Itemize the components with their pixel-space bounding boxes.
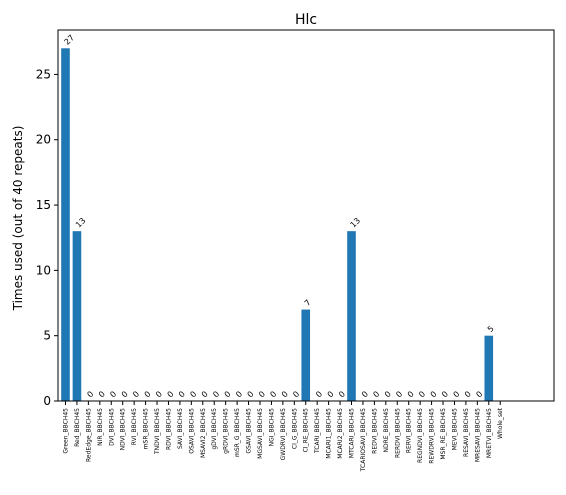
plot-frame [57, 29, 555, 402]
data-label: 27 [63, 33, 77, 47]
data-label: 0 [154, 389, 164, 399]
data-label: 0 [188, 389, 198, 399]
x-tick-label: mSR_BBCH45 [143, 408, 150, 449]
x-tick-label: RERVI_BBCH45 [406, 408, 413, 453]
data-label: 5 [486, 324, 496, 334]
data-label: 0 [211, 389, 221, 399]
y-tick-label: 10 [36, 263, 51, 277]
data-label: 0 [452, 389, 462, 399]
x-tick-label: Green_BBCH45 [63, 408, 70, 454]
x-tick-label: Whole_set [497, 407, 504, 439]
bar [484, 335, 494, 401]
x-tick-label: NGI_BBCH45 [268, 408, 275, 447]
x-tick-label: REGNDVI_BBCH45 [417, 408, 424, 463]
x-tick-label: GWDRVI_BBCH45 [280, 408, 287, 461]
x-tick-label: NDVI_BBCH45 [120, 408, 127, 451]
bar [347, 231, 356, 401]
data-label: 0 [246, 389, 256, 399]
x-tick-label: REWDRVI_BBCH45 [429, 408, 436, 464]
x-tick-label: RDVI_BBCH45 [165, 408, 172, 450]
data-label: 0 [97, 389, 107, 399]
x-tick-label: mSR_G_BBCH45 [234, 408, 241, 457]
y-axis-label: Times used (out of 40 repeats) [11, 126, 25, 312]
x-tick-label: REDVI_BBCH45 [371, 408, 378, 454]
plot-area: 0 5 10 15 20 25 27 Green_BBCH45 13 Red_BBCH45 0 Red… [36, 33, 505, 472]
x-tick-label: SAVI_BBCH45 [177, 408, 184, 449]
x-tick-label: OSAVI_BBCH45 [188, 408, 195, 454]
data-label: 0 [360, 389, 370, 399]
x-tick-label: CI_G_BBCH45 [291, 408, 298, 449]
data-label: 0 [85, 389, 95, 399]
bar [72, 231, 82, 401]
data-label: 0 [383, 389, 393, 399]
data-label: 0 [291, 389, 301, 399]
data-label: 0 [337, 389, 347, 399]
x-tick-label: MSAVI2_BBCH45 [200, 408, 207, 458]
y-tick-label: 20 [36, 133, 51, 147]
x-tick-label: MGSAVI_BBCH45 [257, 408, 264, 459]
data-label: 0 [394, 389, 404, 399]
x-tick-label: RedEdge_BBCH45 [85, 408, 92, 462]
x-tick-label: gDVI_BBCH45 [211, 408, 218, 450]
data-label: 13 [74, 216, 88, 230]
bar [301, 309, 311, 401]
data-label: 0 [314, 389, 324, 399]
data-label: 0 [268, 389, 278, 399]
data-label: 0 [131, 389, 141, 399]
data-label: 13 [349, 216, 363, 230]
x-tick-label: MSR_RE_BBCH45 [440, 408, 447, 460]
x-tick-label: MRESAVI_BBCH45 [474, 408, 481, 462]
y-tick-label: 15 [36, 198, 51, 212]
x-tick-label: MTCARI_BBCH45 [349, 408, 356, 458]
data-label: 0 [417, 389, 427, 399]
y-tick-label: 0 [43, 394, 51, 408]
data-label: 0 [429, 389, 439, 399]
x-tick-label: RERDVI_BBCH45 [394, 408, 401, 458]
bar [61, 48, 70, 402]
data-label: 0 [200, 389, 210, 399]
data-label: 0 [223, 389, 233, 399]
data-label: 0 [166, 389, 176, 399]
x-tick-label: RESAVI_BBCH45 [463, 408, 470, 457]
data-label: 0 [120, 389, 130, 399]
data-label: 0 [257, 389, 267, 399]
y-tick-label: 5 [43, 329, 51, 343]
x-tick-label: MEVI_BBCH45 [451, 408, 458, 450]
data-label: 0 [371, 389, 381, 399]
x-tick-label: TCARIOSAVI_BBCH45 [360, 408, 367, 472]
x-tick-label: MRETVI_BBCH45 [486, 408, 493, 458]
x-tick-label: CI_RE_BBCH45 [303, 408, 310, 453]
x-tick-label: TNDVI_BBCH45 [154, 408, 161, 455]
x-tick-label: NIR_BBCH45 [97, 408, 104, 446]
chart-title: Hlc [295, 12, 317, 28]
x-tick-label: NDRE_BBCH45 [383, 408, 390, 453]
x-tick-label: GSAVI_BBCH45 [246, 408, 253, 454]
data-label: 0 [143, 389, 153, 399]
y-tick-label: 25 [36, 67, 51, 81]
data-label: 0 [280, 389, 290, 399]
data-label: 0 [326, 389, 336, 399]
x-tick-label: gRDVI_BBCH45 [223, 408, 230, 454]
data-label: 0 [108, 389, 118, 399]
data-label: 0 [177, 389, 187, 399]
x-tick-label: TCARI_BBCH45 [314, 408, 321, 454]
data-label: 0 [440, 389, 450, 399]
x-tick-label: Red_BBCH45 [74, 408, 81, 447]
data-label: 7 [303, 298, 313, 308]
x-tick-label: MCARI1_BBCH45 [326, 408, 333, 459]
data-label: 0 [463, 389, 473, 399]
x-tick-label: DVI_BBCH45 [108, 408, 115, 446]
x-tick-label: MCARI2_BBCH45 [337, 408, 344, 459]
data-label: 0 [474, 389, 484, 399]
data-label: 0 [234, 389, 244, 399]
data-label: 0 [406, 389, 416, 399]
x-tick-label: RVI_BBCH45 [131, 408, 138, 445]
